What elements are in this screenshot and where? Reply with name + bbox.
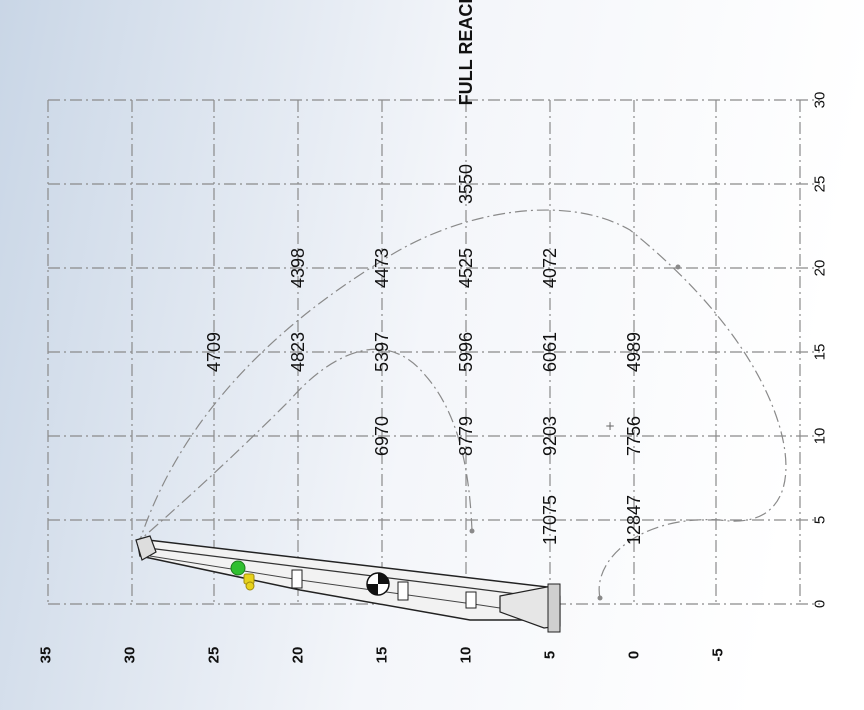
capacity-label: 5996 xyxy=(456,332,476,372)
height-tick-label: -5 xyxy=(710,648,727,661)
capacity-label: 8779 xyxy=(456,416,476,456)
capacity-label: 9203 xyxy=(540,416,560,456)
full-reach-label: FULL REACH xyxy=(456,0,476,105)
boom-clamp-a xyxy=(291,569,303,589)
reach-tick-label: 30 xyxy=(812,92,829,109)
height-tick-label: 25 xyxy=(206,647,223,664)
boom-clamp-b xyxy=(397,581,409,601)
capacity-label: 4072 xyxy=(540,248,560,288)
crane-boom xyxy=(135,535,561,633)
capacity-label: 6970 xyxy=(372,416,392,456)
capacity-label: 4709 xyxy=(204,332,224,372)
reach-tick-label: 0 xyxy=(812,600,829,608)
boom-base-plate xyxy=(547,583,561,633)
center-of-gravity-icon xyxy=(366,572,390,596)
height-tick-label: 15 xyxy=(374,647,391,664)
height-tick-label: 10 xyxy=(458,647,475,664)
capacity-label: 5397 xyxy=(372,332,392,372)
boom-clamp-c xyxy=(465,591,477,609)
reach-tick-label: 10 xyxy=(812,428,829,445)
capacity-label: 4823 xyxy=(288,332,308,372)
labels-layer: 0 5 10 15 20 25 30 35 30 25 20 15 10 5 0 -5 4709 4398 4823… xyxy=(38,0,829,663)
inner-reach-envelope xyxy=(139,348,473,541)
grid-lines xyxy=(47,99,820,605)
outer-reach-envelope xyxy=(139,209,787,599)
envelope-point-mid xyxy=(469,528,475,534)
capacity-label: 12847 xyxy=(624,495,644,545)
height-tick-label: 20 xyxy=(290,647,307,664)
capacity-label: 7756 xyxy=(624,416,644,456)
capacity-label: 6061 xyxy=(540,332,560,372)
height-tick-label: 5 xyxy=(542,651,559,659)
capacity-label: 17075 xyxy=(540,495,560,545)
envelope-point-right xyxy=(675,264,681,270)
capacity-label: 4398 xyxy=(288,248,308,288)
envelope-point-low xyxy=(597,595,603,601)
capacity-label: 4473 xyxy=(372,248,392,288)
reach-tick-label: 5 xyxy=(812,516,829,524)
reach-tick-label: 25 xyxy=(812,176,829,193)
reach-tick-label: 20 xyxy=(812,260,829,277)
capacity-label: 4525 xyxy=(456,248,476,288)
center-crosshair: + xyxy=(605,419,615,433)
height-tick-label: 35 xyxy=(38,647,55,664)
capacity-label: 4989 xyxy=(624,332,644,372)
height-tick-label: 30 xyxy=(122,647,139,664)
reach-tick-label: 15 xyxy=(812,344,829,361)
capacity-label: 3550 xyxy=(456,164,476,204)
hook-attachment-icon xyxy=(230,560,255,591)
height-tick-label: 0 xyxy=(626,651,643,659)
boom-tip xyxy=(135,535,157,561)
